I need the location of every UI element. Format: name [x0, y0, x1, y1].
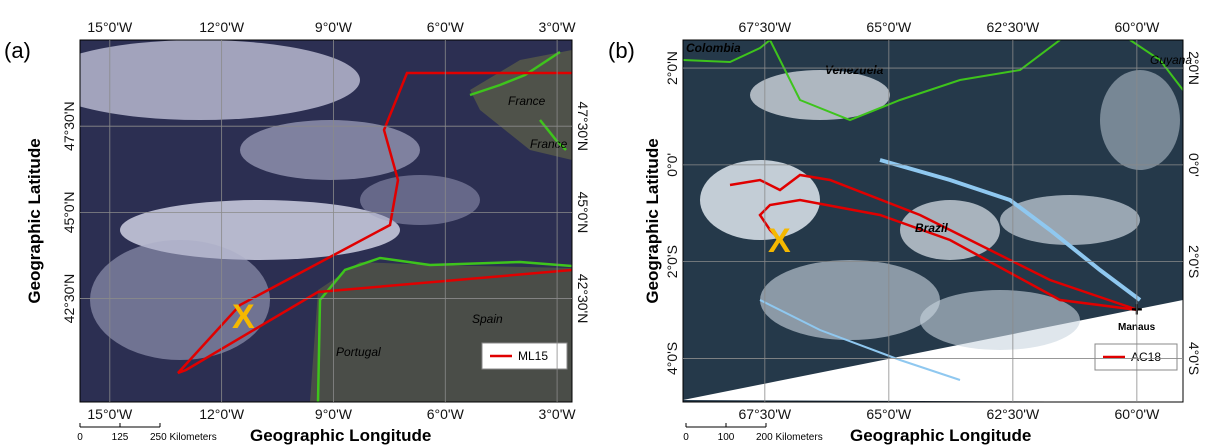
- x-tick-label: 67°30'W: [739, 406, 792, 422]
- y-tick-label: 4°0'S: [1186, 342, 1202, 375]
- x-tick-label: 67°30'W: [739, 19, 792, 35]
- y-tick-label: 42°30'N: [575, 274, 591, 324]
- y-tick-label: 0°0': [1186, 153, 1202, 177]
- y-tick-label: 45°0'N: [575, 192, 591, 234]
- scale-label: 0: [683, 432, 689, 443]
- scale-label: 0: [77, 432, 83, 443]
- scale-label: 125: [112, 432, 129, 443]
- y-tick-label: 45°0'N: [61, 192, 77, 234]
- y-tick-label: 47°30'N: [61, 101, 77, 151]
- place-label: Brazil: [915, 221, 948, 235]
- place-label: Venezuela: [825, 63, 884, 77]
- legend-label: ML15: [518, 349, 548, 363]
- x-tick-label: 3°0'W: [539, 19, 577, 35]
- scale-bar: [79, 423, 161, 428]
- location-marker: X: [232, 298, 255, 336]
- x-tick-label: 9°0'W: [315, 406, 353, 422]
- place-label: Spain: [472, 312, 503, 326]
- y-tick-label: 2°0'S: [1186, 245, 1202, 278]
- place-label: Guyana: [1150, 53, 1192, 67]
- scale-label: 200 Kilometers: [756, 432, 823, 443]
- y-tick-label: 0°0': [664, 153, 680, 177]
- y-tick-label: 2°0'N: [1186, 51, 1202, 85]
- x-tick-label: 6°0'W: [427, 406, 465, 422]
- x-tick-label: 60°0'W: [1114, 19, 1160, 35]
- x-tick-label: 9°0'W: [315, 19, 353, 35]
- scale-label: 250 Kilometers: [150, 432, 217, 443]
- place-label: France: [508, 94, 546, 108]
- x-tick-label: 62°30'W: [987, 19, 1040, 35]
- x-axis-title: Geographic Longitude: [250, 426, 431, 445]
- x-tick-label: 3°0'W: [539, 406, 577, 422]
- y-tick-label: 2°0'N: [664, 51, 680, 85]
- map-frame: [79, 39, 573, 403]
- place-label: Portugal: [336, 345, 381, 359]
- x-tick-label: 6°0'W: [427, 19, 465, 35]
- panel-label: (b): [608, 38, 635, 63]
- location-marker: X: [768, 222, 791, 260]
- y-tick-label: 47°30'N: [575, 101, 591, 151]
- x-tick-label: 12°0'W: [199, 406, 245, 422]
- scale-label: 100: [718, 432, 735, 443]
- map-frame: [682, 39, 1184, 403]
- y-tick-label: 42°30'N: [61, 274, 77, 324]
- x-axis-title: Geographic Longitude: [850, 426, 1031, 445]
- place-label: France: [530, 137, 568, 151]
- map-b: X +: [683, 40, 1183, 402]
- x-tick-label: 15°0'W: [87, 406, 133, 422]
- x-tick-label: 60°0'W: [1114, 406, 1160, 422]
- x-tick-label: 62°30'W: [987, 406, 1040, 422]
- x-tick-label: 65°0'W: [866, 406, 912, 422]
- legend-label: AC18: [1131, 350, 1161, 364]
- y-tick-label: 2°0'S: [664, 245, 680, 278]
- x-tick-label: 15°0'W: [87, 19, 133, 35]
- panel-label: (a): [4, 38, 31, 63]
- scale-bar: [685, 423, 767, 428]
- place-label: Colombia: [686, 41, 741, 55]
- y-axis-title: Geographic Latitude: [25, 138, 44, 303]
- y-axis-title: Geographic Latitude: [643, 138, 662, 303]
- x-tick-label: 12°0'W: [199, 19, 245, 35]
- y-tick-label: 4°0'S: [664, 342, 680, 375]
- x-tick-label: 65°0'W: [866, 19, 912, 35]
